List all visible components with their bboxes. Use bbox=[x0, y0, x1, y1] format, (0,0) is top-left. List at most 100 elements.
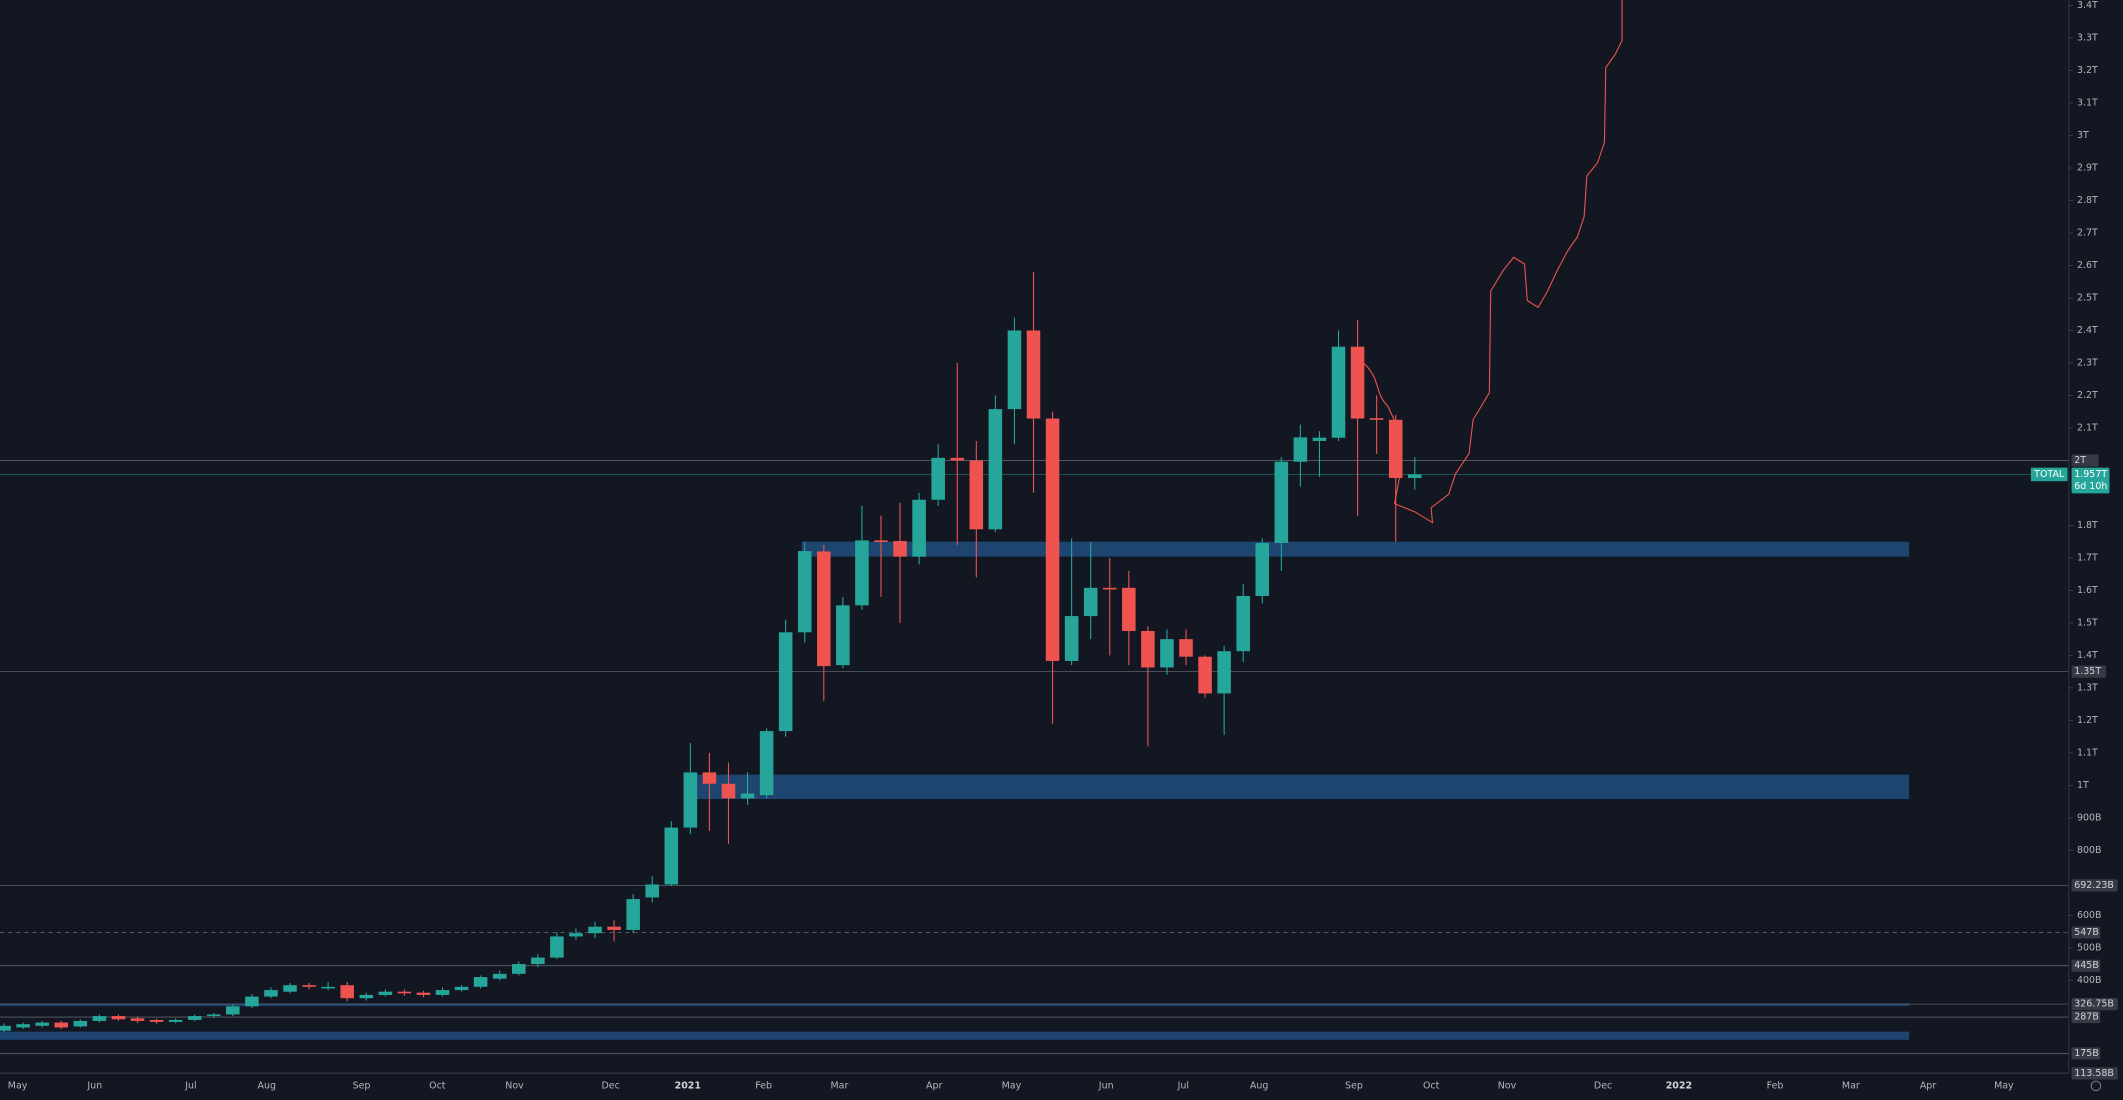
y-tick-label: 2.7T bbox=[2077, 227, 2098, 238]
current-price-label: 1.957T bbox=[2074, 469, 2107, 480]
price-label: 1.35T bbox=[2074, 666, 2101, 677]
y-tick-label: 1.7T bbox=[2077, 552, 2098, 563]
candle-body bbox=[607, 926, 621, 930]
x-tick-label: Nov bbox=[505, 1080, 524, 1091]
price-label-box bbox=[2071, 1010, 2101, 1024]
y-tick-label: 2.9T bbox=[2077, 163, 2098, 174]
candle-body bbox=[1141, 631, 1155, 668]
candle-body bbox=[92, 1016, 107, 1021]
candle-body bbox=[54, 1022, 69, 1028]
y-tick-label: 2.2T bbox=[2077, 390, 2098, 401]
y-tick-label: 3.2T bbox=[2077, 65, 2098, 76]
candle-body bbox=[492, 973, 507, 979]
candle-body bbox=[435, 990, 450, 995]
candle-body bbox=[130, 1018, 145, 1021]
zone bbox=[0, 1031, 1910, 1040]
candles bbox=[0, 271, 1422, 1033]
candle-body bbox=[1007, 330, 1022, 410]
x-tick-label: 2021 bbox=[675, 1080, 701, 1091]
y-tick-label: 600B bbox=[2077, 910, 2102, 921]
candle-body bbox=[1083, 587, 1098, 617]
x-tick-label: Sep bbox=[353, 1080, 371, 1091]
candle-body bbox=[187, 1016, 202, 1020]
price-label: 2T bbox=[2074, 455, 2086, 466]
current-price-box bbox=[2071, 467, 2110, 494]
candle-body bbox=[1179, 639, 1193, 657]
candle-body bbox=[912, 499, 926, 557]
zone bbox=[0, 1003, 1910, 1006]
candle-body bbox=[245, 996, 259, 1007]
candle-body bbox=[226, 1006, 240, 1015]
y-tick-label: 500B bbox=[2077, 942, 2102, 953]
y-tick-label: 900B bbox=[2077, 812, 2102, 823]
y-tick-label: 2.6T bbox=[2077, 260, 2098, 271]
y-tick-label: 3.3T bbox=[2077, 33, 2098, 44]
candle-body bbox=[340, 985, 354, 999]
price-label-box bbox=[2071, 879, 2118, 892]
candle-body bbox=[35, 1022, 49, 1026]
candle-body bbox=[397, 991, 412, 994]
y-tick-label: 3.4T bbox=[2077, 0, 2098, 11]
candle-body bbox=[168, 1019, 183, 1022]
candle-body bbox=[1293, 437, 1308, 462]
x-tick-label: Dec bbox=[1594, 1080, 1612, 1091]
x-tick-label: Dec bbox=[601, 1080, 619, 1091]
price-label: 547B bbox=[2074, 927, 2099, 938]
zone bbox=[694, 774, 1910, 800]
candle-body bbox=[931, 457, 945, 500]
candle-body bbox=[1255, 542, 1270, 596]
candle-body bbox=[321, 986, 335, 989]
candle-body bbox=[1350, 346, 1365, 419]
candle-body bbox=[1122, 587, 1136, 632]
price-label-box bbox=[2071, 454, 2099, 467]
candle-body bbox=[1045, 418, 1060, 661]
candle-body bbox=[359, 994, 374, 999]
symbol-label: TOTAL bbox=[2033, 469, 2065, 480]
y-tick-label: 1.6T bbox=[2077, 585, 2098, 596]
candle-body bbox=[1331, 346, 1346, 438]
candle-body bbox=[550, 936, 564, 958]
candle-body bbox=[817, 551, 831, 667]
price-label: 445B bbox=[2074, 960, 2099, 971]
y-tick-label: 1.2T bbox=[2077, 715, 2098, 726]
x-tick-label: Jun bbox=[86, 1080, 102, 1091]
y-tick-label: 2.5T bbox=[2077, 292, 2098, 303]
y-tick-label: 800B bbox=[2077, 845, 2102, 856]
price-label: 287B bbox=[2074, 1012, 2099, 1023]
x-tick-label: Aug bbox=[1250, 1080, 1269, 1091]
x-tick-label: Aug bbox=[257, 1080, 276, 1091]
settings-icon[interactable] bbox=[2090, 1080, 2102, 1092]
price-label: 175B bbox=[2074, 1048, 2099, 1059]
candle-body bbox=[16, 1024, 30, 1028]
y-tick-label: 1.5T bbox=[2077, 617, 2098, 628]
x-tick-label: Apr bbox=[926, 1080, 942, 1091]
forecast-drawing bbox=[1363, 0, 1623, 524]
candle-body bbox=[149, 1019, 164, 1022]
candle-body bbox=[0, 1025, 11, 1031]
candle-body bbox=[111, 1016, 126, 1020]
candle-body bbox=[778, 632, 793, 732]
candle-body bbox=[512, 964, 526, 974]
x-tick-label: Mar bbox=[1842, 1080, 1860, 1091]
x-tick-label: May bbox=[1002, 1080, 1022, 1091]
price-label-box bbox=[2071, 665, 2107, 678]
price-label: 326.75B bbox=[2074, 999, 2114, 1010]
candle-body bbox=[1312, 437, 1327, 441]
x-tick-label: Jul bbox=[184, 1080, 196, 1091]
candle-body bbox=[531, 957, 545, 965]
candle-body bbox=[950, 457, 965, 461]
candle-body bbox=[1102, 587, 1117, 590]
candle-body bbox=[302, 985, 316, 987]
zones bbox=[0, 541, 1910, 1040]
candle-body bbox=[759, 731, 774, 796]
symbol-box bbox=[2030, 467, 2068, 482]
candle-body bbox=[264, 990, 278, 997]
y-tick-label: 2.4T bbox=[2077, 325, 2098, 336]
x-tick-label: Sep bbox=[1345, 1080, 1363, 1091]
y-tick-label: 2.1T bbox=[2077, 422, 2098, 433]
y-tick-label: 2.8T bbox=[2077, 195, 2098, 206]
candle-body bbox=[893, 541, 907, 557]
x-tick-label: 2022 bbox=[1666, 1080, 1692, 1091]
x-tick-label: Apr bbox=[1920, 1080, 1936, 1091]
